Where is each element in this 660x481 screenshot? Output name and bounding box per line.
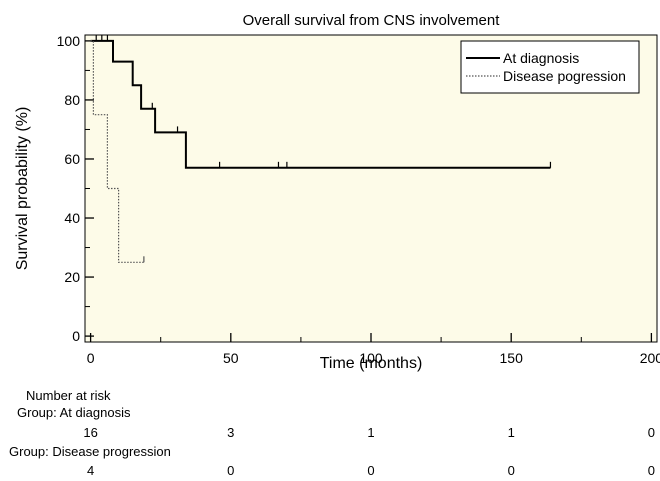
y-tick-label: 100: [57, 33, 81, 49]
y-axis-label: Survival probability (%): [14, 107, 31, 271]
y-tick-label: 40: [64, 210, 80, 226]
risk-count: 0: [367, 463, 375, 478]
risk-count: 0: [647, 463, 656, 478]
y-tick-label: 80: [64, 92, 80, 108]
x-tick-label: 150: [500, 350, 524, 366]
series-line-disease-pogression: [90, 40, 144, 263]
survival-chart: Overall survival from CNS involvement 0 20…: [14, 12, 660, 372]
risk-count: 3: [227, 425, 235, 440]
x-tick-label: 100: [359, 350, 383, 366]
y-tick-label: 20: [64, 269, 80, 285]
x-tick-label: 200: [640, 350, 660, 366]
legend-label-disease-pogression: Disease pogression: [503, 68, 626, 84]
y-tick-label: 60: [64, 151, 80, 167]
risk-count: 0: [507, 463, 515, 478]
y-tick-label: 0: [72, 328, 80, 344]
risk-count: 1: [367, 425, 375, 440]
risk-count: 0: [227, 463, 235, 478]
risk-table-header: Number at risk: [26, 388, 111, 403]
x-tick-label: 0: [87, 350, 95, 366]
legend-box: [460, 40, 640, 94]
risk-count: 0: [647, 425, 656, 440]
legend: At diagnosis Disease pogression: [460, 40, 640, 94]
risk-group-label-disease-progression: Group: Disease progression: [9, 444, 171, 459]
series-line-at-diagnosis: [90, 39, 551, 169]
risk-count: 16: [83, 425, 98, 440]
risk-group-label-at-diagnosis: Group: At diagnosis: [17, 405, 131, 420]
x-axis-label: Time (months): [320, 355, 423, 372]
chart-title: Overall survival from CNS involvement: [243, 12, 501, 29]
x-tick-label: 50: [223, 350, 239, 366]
risk-count: 4: [86, 463, 95, 478]
risk-count: 1: [507, 425, 515, 440]
legend-label-at-diagnosis: At diagnosis: [503, 50, 579, 66]
